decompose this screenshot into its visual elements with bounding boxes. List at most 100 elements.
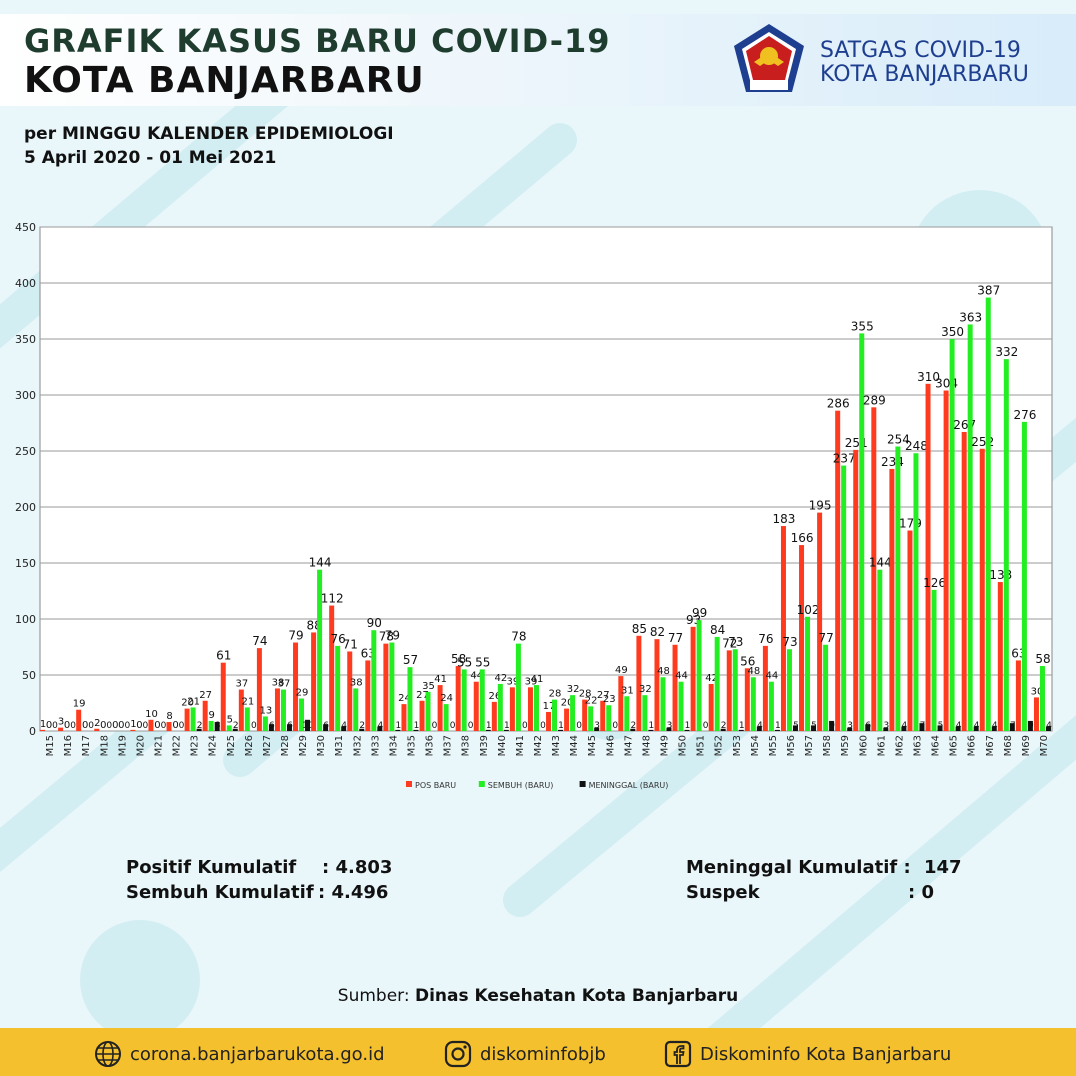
bar-pos-baru [365, 660, 371, 731]
x-tick-label: M35 [406, 735, 417, 756]
bar-sembuh-baru- [841, 465, 847, 731]
data-label: 37 [235, 679, 248, 690]
bar-sembuh-baru- [624, 696, 630, 731]
data-label: 4 [377, 721, 383, 731]
bar-pos-baru [184, 708, 190, 731]
bar-meninggal-baru- [1027, 720, 1033, 731]
bar-pos-baru [907, 530, 913, 731]
y-tick-label: 150 [15, 557, 36, 570]
data-label: 9 [1028, 721, 1034, 731]
bar-meninggal-baru- [792, 725, 798, 731]
data-label: 3 [594, 721, 600, 731]
bar-meninggal-baru- [829, 720, 835, 731]
data-label: 0 [161, 721, 167, 731]
bar-meninggal-baru- [485, 729, 491, 731]
bar-meninggal-baru- [720, 728, 726, 731]
data-label: 355 [851, 319, 874, 333]
data-label: 0 [540, 721, 546, 731]
x-tick-label: M61 [876, 735, 887, 756]
legend-swatch [478, 781, 485, 787]
data-label: 41 [531, 674, 544, 685]
x-tick-label: M23 [190, 735, 201, 756]
x-tick-label: M65 [949, 735, 960, 756]
positif-kumulatif-label: Positif Kumulatif [126, 857, 297, 878]
data-label: 84 [710, 623, 725, 637]
x-tick-label: M57 [804, 735, 815, 756]
source-name: Dinas Kesehatan Kota Banjarbaru [414, 986, 739, 1006]
y-tick-label: 100 [15, 613, 36, 626]
bar-meninggal-baru- [413, 729, 419, 731]
data-label: 0 [70, 721, 76, 731]
data-label: 13 [260, 705, 273, 716]
data-label: 166 [791, 531, 814, 545]
data-label: 234 [881, 455, 904, 469]
data-label: 24 [398, 693, 411, 704]
bar-pos-baru [437, 685, 443, 731]
bar-meninggal-baru- [395, 729, 401, 731]
data-label: 73 [728, 635, 743, 649]
facebook-text: Diskominfo Kota Banjarbaru [700, 1043, 952, 1065]
bar-pos-baru [491, 701, 497, 731]
bar-sembuh-baru- [1003, 359, 1009, 731]
data-label: 21 [241, 696, 254, 707]
bar-sembuh-baru- [714, 636, 720, 731]
footer-website[interactable]: corona.banjarbarukota.go.id [94, 1040, 385, 1068]
data-label: 2 [359, 721, 365, 731]
y-tick-label: 350 [15, 333, 36, 346]
data-label: 1 [486, 721, 492, 731]
footer-instagram[interactable]: diskominfobjb [444, 1040, 606, 1068]
data-label: 0 [251, 721, 257, 731]
data-label: 9 [829, 721, 835, 731]
x-tick-label: M20 [135, 735, 146, 756]
bar-meninggal-baru- [973, 726, 979, 731]
bar-pos-baru [1033, 697, 1039, 731]
bar-meninggal-baru- [232, 728, 238, 731]
bar-sembuh-baru- [696, 620, 702, 731]
data-label: 99 [692, 606, 707, 620]
x-tick-label: M68 [1003, 735, 1014, 756]
x-tick-label: M21 [153, 735, 164, 756]
x-tick-label: M32 [352, 735, 363, 756]
x-tick-label: M25 [226, 735, 237, 756]
bar-sembuh-baru- [588, 706, 594, 731]
data-label: 30 [1031, 686, 1044, 697]
data-label: 3 [847, 721, 853, 731]
data-label: 0 [179, 721, 185, 731]
data-label: 144 [309, 556, 332, 570]
bar-sembuh-baru- [786, 649, 792, 731]
data-label: 10 [302, 721, 314, 731]
bar-pos-baru [871, 407, 877, 731]
data-label: 276 [1013, 408, 1036, 422]
bar-meninggal-baru- [630, 728, 636, 731]
suspek-value: : 0 [908, 882, 934, 903]
legend-label: POS BARU [415, 781, 456, 790]
facebook-icon [664, 1040, 692, 1068]
data-label: 10 [145, 709, 158, 720]
data-label: 144 [869, 556, 892, 570]
bar-sembuh-baru- [190, 707, 196, 731]
bar-meninggal-baru- [648, 729, 654, 731]
data-label: 252 [971, 435, 994, 449]
x-tick-label: M58 [822, 735, 833, 756]
data-label: 39 [525, 676, 538, 687]
bar-sembuh-baru- [768, 681, 774, 731]
data-label: 38 [350, 677, 363, 688]
bar-sembuh-baru- [606, 705, 612, 731]
x-tick-label: M59 [840, 735, 851, 756]
footer-facebook[interactable]: Diskominfo Kota Banjarbaru [664, 1040, 951, 1068]
data-label: 2 [630, 721, 636, 731]
data-label: 4 [341, 721, 347, 731]
x-tick-label: M27 [262, 735, 273, 756]
x-tick-label: M45 [587, 735, 598, 756]
data-label: 1 [414, 721, 420, 731]
x-tick-label: M28 [280, 735, 291, 756]
x-tick-label: M15 [45, 735, 56, 756]
data-label: 1 [649, 721, 655, 731]
y-tick-label: 200 [15, 501, 36, 514]
bar-pos-baru [256, 648, 262, 731]
bar-pos-baru [311, 632, 317, 731]
data-label: 4 [1046, 721, 1052, 731]
x-tick-label: M40 [497, 735, 508, 756]
data-label: 8 [166, 711, 172, 722]
data-label: 0 [522, 721, 528, 731]
